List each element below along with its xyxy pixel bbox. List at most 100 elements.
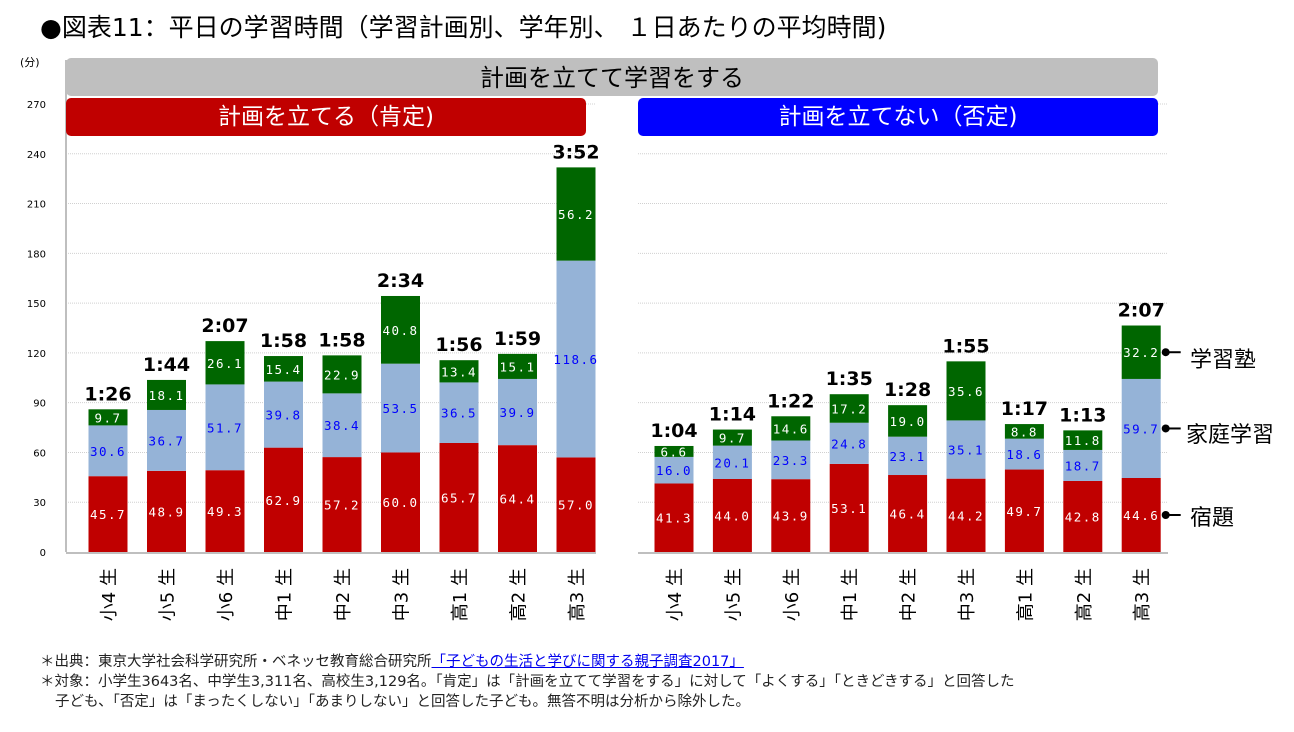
x-tick-label: 小6 生 <box>216 568 237 621</box>
data-label: 15.4 <box>265 362 301 377</box>
legend-label-cram-school: 学習塾 <box>1190 348 1257 373</box>
bar-segment <box>381 363 420 453</box>
data-label: 19.0 <box>890 414 926 429</box>
bar-segment <box>322 457 362 552</box>
data-label: 62.9 <box>265 493 301 508</box>
x-tick-label: 高3 生 <box>567 568 588 621</box>
data-label: 41.3 <box>656 511 692 526</box>
y-tick-label: 150 <box>27 299 46 310</box>
data-label: 57.2 <box>324 498 360 513</box>
bar-segment <box>381 452 420 552</box>
bar-segment <box>147 379 186 410</box>
total-label: 3:52 <box>552 141 599 163</box>
bar-segment <box>556 457 596 552</box>
y-tick-label: 240 <box>27 150 46 161</box>
data-label: 11.8 <box>1065 433 1101 448</box>
data-label: 16.0 <box>656 463 692 478</box>
x-tick-label: 高1 生 <box>450 568 471 621</box>
data-label: 53.5 <box>382 401 418 416</box>
y-tick-label: 120 <box>27 349 46 360</box>
bar-segment <box>1063 430 1103 450</box>
bar-segment <box>147 409 186 471</box>
bar-segment <box>771 479 811 552</box>
bars <box>88 167 1161 552</box>
data-label: 17.2 <box>831 401 867 416</box>
y-axis-unit-label: (分) <box>20 56 40 69</box>
bar-segment <box>771 440 811 480</box>
y-tick-label: 60 <box>33 448 46 459</box>
data-label: 35.1 <box>948 443 984 458</box>
data-label: 6.6 <box>660 444 687 459</box>
bar-segment <box>205 384 245 471</box>
data-label: 46.4 <box>890 507 926 522</box>
bar-segment <box>712 478 752 552</box>
data-label: 8.8 <box>1011 424 1038 439</box>
total-label: 1:55 <box>942 335 989 357</box>
data-labels: 45.7 30.6 9.7 1:26 48.9 36.7 18.1 1:44 49.3 51.7 2… <box>84 141 1164 525</box>
total-label: 1:17 <box>1001 398 1048 420</box>
bar-segment <box>205 470 245 552</box>
bar-segment <box>88 476 128 552</box>
data-label: 48.9 <box>148 504 184 519</box>
total-label: 2:34 <box>377 270 424 292</box>
data-label: 65.7 <box>441 490 477 505</box>
total-label: 1:44 <box>143 354 190 376</box>
legend-label-home-study: 家庭学習 <box>1186 423 1275 448</box>
data-label: 13.4 <box>441 364 477 379</box>
bar-segment <box>556 260 596 458</box>
data-label: 39.8 <box>265 408 301 423</box>
bar-segment <box>1004 469 1044 552</box>
x-axis: 小4 生 小5 生 小6 生 中1 生 中2 生 中3 生 高1 生 高2 生 高3 生 小4 生… <box>66 552 1168 621</box>
bar-segment <box>946 420 986 479</box>
source-link[interactable]: 「子どもの生活と学びに関する親子調査2017」 <box>431 654 744 670</box>
bar-segment <box>556 167 596 261</box>
bar-segment <box>88 409 128 426</box>
data-label: 60.0 <box>382 495 418 510</box>
total-label: 1:14 <box>709 404 756 426</box>
total-label: 1:35 <box>826 368 873 390</box>
y-tick-label: 180 <box>27 249 46 260</box>
bar-segment <box>712 429 752 446</box>
bar-segment <box>654 483 694 552</box>
data-label: 26.1 <box>207 356 243 371</box>
total-label: 2:07 <box>201 315 248 337</box>
data-label: 53.1 <box>831 501 867 516</box>
total-label: 1:56 <box>435 334 482 356</box>
legend-label-homework: 宿題 <box>1190 506 1235 531</box>
x-tick-label: 高2 生 <box>1074 568 1095 621</box>
source-prefix: ＊出典：東京大学社会科学研究所・ベネッセ教育総合研究所 <box>40 654 432 670</box>
x-tick-label: 高3 生 <box>1132 568 1153 621</box>
bar-segment <box>264 447 303 552</box>
data-label: 49.7 <box>1006 504 1042 519</box>
bar-segment <box>712 445 752 479</box>
data-label: 30.6 <box>90 444 126 459</box>
total-label: 1:58 <box>260 330 307 352</box>
bar-segment <box>946 478 986 552</box>
x-tick-label: 小5 生 <box>723 568 744 621</box>
bar-segment <box>829 463 869 552</box>
total-label: 1:28 <box>884 379 931 401</box>
bar-segment <box>88 425 128 477</box>
total-label: 1:59 <box>494 328 541 350</box>
banner-positive: 計画を立てる（肯定) <box>66 98 586 136</box>
bar-segment <box>1063 449 1103 481</box>
bar-segment <box>498 445 537 552</box>
bar-segment <box>264 381 303 448</box>
bar-segment <box>439 360 479 383</box>
data-label: 56.2 <box>558 207 594 222</box>
y-tick-label: 270 <box>27 100 46 111</box>
bar-segment <box>322 393 362 458</box>
bar-segment <box>205 341 245 385</box>
data-label: 36.5 <box>441 406 477 421</box>
total-label: 1:22 <box>767 390 814 412</box>
data-label: 59.7 <box>1123 421 1159 436</box>
data-label: 44.6 <box>1123 508 1159 523</box>
data-label: 24.8 <box>831 436 867 451</box>
x-tick-label: 小5 生 <box>158 568 179 621</box>
bar-segment <box>1121 325 1161 379</box>
bar-segment <box>829 422 869 464</box>
banner-negative: 計画を立てない（否定) <box>638 98 1158 136</box>
x-tick-label: 小6 生 <box>782 568 803 621</box>
y-tick-label: 30 <box>33 498 46 509</box>
